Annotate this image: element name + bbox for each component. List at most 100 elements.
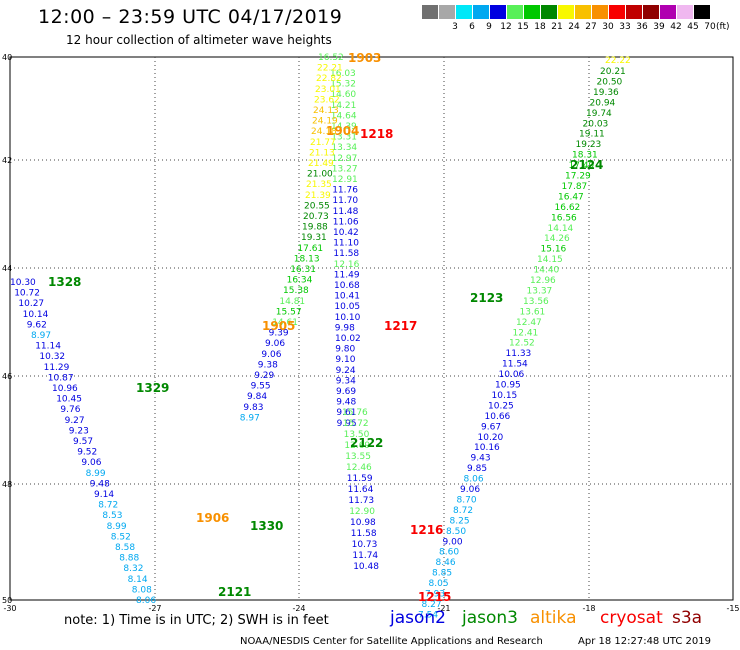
wave-height-value: 16.34 — [287, 276, 313, 286]
legend-swatch — [473, 5, 489, 19]
wave-height-value: 7.93 — [425, 590, 445, 600]
wave-height-value: 19.31 — [301, 233, 327, 243]
legend-swatch — [660, 5, 676, 19]
satellite-label-jason2: jason2 — [390, 608, 446, 628]
wave-height-value: 8.50 — [446, 527, 466, 537]
wave-height-value: 10.72 — [14, 289, 40, 299]
legend-label: 70 — [704, 22, 716, 32]
wave-height-value: 21.49 — [308, 159, 334, 169]
wave-height-value: 11.59 — [347, 474, 373, 484]
wave-height-value: 19.11 — [579, 130, 605, 140]
wave-height-value: 11.06 — [333, 217, 359, 227]
wave-height-value: 14.64 — [331, 111, 357, 121]
wave-height-value: 12.47 — [516, 318, 542, 328]
legend-label: 27 — [585, 22, 597, 32]
wave-height-value: 20.50 — [597, 77, 623, 87]
wave-height-value: 10.73 — [352, 540, 378, 550]
satellite-label-altika: altika — [530, 608, 577, 628]
legend-label: 15 — [517, 22, 529, 32]
wave-height-value: 17.61 — [297, 244, 323, 254]
legend-label: 30 — [602, 22, 614, 32]
legend-label: 42 — [670, 22, 682, 32]
wave-height-value: 19.88 — [302, 223, 328, 233]
wave-height-value: 19.36 — [593, 88, 619, 98]
wave-height-value: 8.99 — [86, 469, 106, 479]
wave-height-value: 16.52 — [318, 53, 344, 63]
wave-height-value: 20.55 — [304, 201, 330, 211]
pass-time-label: 1217 — [384, 319, 417, 333]
wave-height-value: 24.19 — [312, 117, 338, 127]
wave-height-value: 11.76 — [332, 186, 358, 196]
legend-swatch — [439, 5, 455, 19]
wave-height-value: 13.27 — [332, 164, 358, 174]
wave-height-value: 8.06 — [464, 475, 484, 485]
wave-height-value: 9.98 — [335, 323, 355, 333]
wave-height-value: 22.21 — [317, 64, 343, 74]
wave-height-value: 19.74 — [586, 109, 612, 119]
wave-height-value: 21.39 — [305, 191, 331, 201]
lon-tick-label: -24 — [292, 604, 305, 613]
legend-label: 33 — [619, 22, 631, 32]
wave-height-value: 9.34 — [336, 376, 356, 386]
wave-height-value: 7.54 — [418, 610, 438, 620]
pass-time-label: 2122 — [350, 436, 383, 450]
wave-height-value: 12.69 — [344, 441, 370, 451]
pass-time-label: 1904 — [326, 124, 359, 138]
wave-height-value: 15.72 — [343, 419, 369, 429]
wave-height-value: 8.06 — [136, 596, 156, 606]
legend-swatch — [694, 5, 710, 19]
wave-height-value: 15.38 — [283, 286, 309, 296]
wave-height-value: 24.18 — [311, 127, 337, 137]
wave-height-value: 13.31 — [331, 133, 357, 143]
legend-swatch — [558, 5, 574, 19]
legend-label: 21 — [551, 22, 563, 32]
pass-time-label: 1330 — [250, 519, 283, 533]
wave-height-value: 15.57 — [276, 307, 302, 317]
wave-height-value: 8.58 — [115, 543, 135, 553]
legend-swatch — [541, 5, 557, 19]
wave-height-value: 12.52 — [509, 339, 535, 349]
legend-label: 9 — [486, 22, 492, 32]
legend-swatch — [422, 5, 438, 19]
wave-height-value: 10.02 — [335, 334, 361, 344]
wave-height-value: 13.55 — [345, 452, 371, 462]
lon-tick-label: -30 — [3, 604, 16, 613]
wave-height-value: 8.60 — [439, 548, 459, 558]
legend-label: 12 — [500, 22, 512, 32]
satellite-label-jason3: jason3 — [462, 608, 518, 628]
wave-height-value: 9.38 — [258, 360, 278, 370]
wave-height-value: 14.26 — [544, 234, 570, 244]
wave-height-value: 12.41 — [513, 328, 539, 338]
wave-height-value: 14.60 — [330, 90, 356, 100]
wave-height-value: 8.05 — [429, 579, 449, 589]
page-title: 12:00 – 23:59 UTC 04/17/2019 — [38, 6, 343, 28]
wave-height-value: 20.73 — [303, 212, 329, 222]
wave-height-value: 8.72 — [453, 506, 473, 516]
wave-height-value: 9.69 — [336, 387, 356, 397]
wave-height-value: 8.72 — [98, 501, 118, 511]
legend-swatch — [507, 5, 523, 19]
wave-height-value: 8.97 — [240, 413, 260, 423]
legend-swatch — [575, 5, 591, 19]
wave-height-value: 18.13 — [294, 254, 320, 264]
pass-time-label: 1218 — [360, 127, 393, 141]
wave-height-value: 8.25 — [450, 516, 470, 526]
wave-height-value: 20.21 — [600, 67, 626, 77]
wave-height-value: 8.97 — [31, 331, 51, 341]
wave-height-value: 24.13 — [313, 106, 339, 116]
wave-height-value: 9.10 — [335, 355, 355, 365]
legend-label: 6 — [469, 22, 475, 32]
wave-height-value: 14.21 — [331, 101, 357, 111]
wave-height-value: 8.08 — [132, 585, 152, 595]
pass-time-label: 1903 — [348, 51, 381, 65]
wave-height-value: 18.31 — [572, 151, 598, 161]
wave-height-value: 16.31 — [290, 265, 316, 275]
wave-height-value: 11.29 — [44, 363, 70, 373]
satellite-label-s3a: s3a — [672, 608, 703, 628]
wave-height-value: 20.03 — [583, 119, 609, 129]
wave-height-value: 10.45 — [56, 395, 82, 405]
wave-height-value: 14.15 — [537, 255, 563, 265]
wave-height-value: 11.74 — [352, 551, 378, 561]
wave-height-value: 9.57 — [73, 437, 93, 447]
footer-note: note: 1) Time is in UTC; 2) SWH is in fe… — [64, 613, 329, 628]
